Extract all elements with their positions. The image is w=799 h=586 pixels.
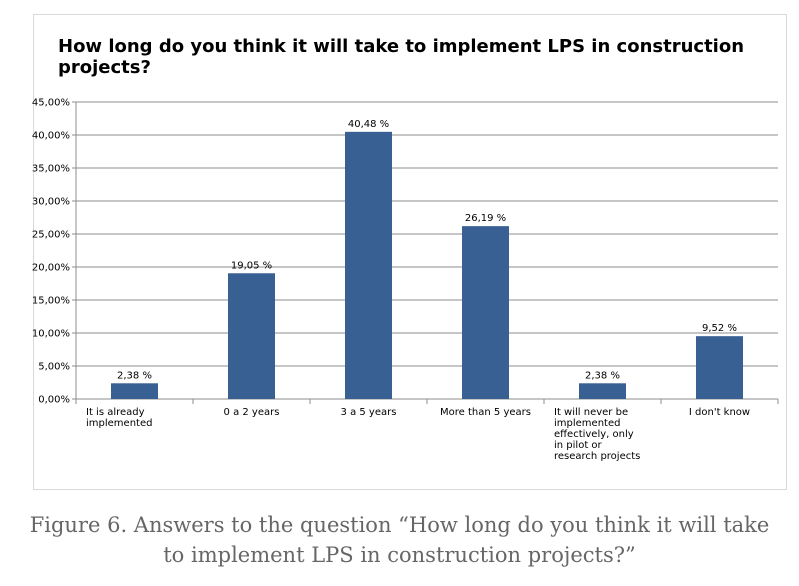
data-label: 9,52 % <box>702 323 737 334</box>
chart-title: How long do you think it will take to im… <box>58 36 745 78</box>
bar <box>111 383 158 399</box>
y-tick-label: 0,00% <box>38 395 70 406</box>
y-tick-label: 40,00% <box>32 131 70 142</box>
data-label: 40,48 % <box>348 119 389 130</box>
data-label: 19,05 % <box>231 260 272 271</box>
x-tick-label: It is already implemented <box>86 407 152 429</box>
y-tick-label: 20,00% <box>32 263 70 274</box>
data-label: 26,19 % <box>465 213 506 224</box>
figure-caption: Figure 6. Answers to the question “How l… <box>0 510 799 570</box>
x-tick-label: 3 a 5 years <box>341 407 397 418</box>
x-tick-label: More than 5 years <box>440 407 531 418</box>
y-tick-label: 10,00% <box>32 329 70 340</box>
y-tick-label: 30,00% <box>32 197 70 208</box>
y-tick-label: 25,00% <box>32 230 70 241</box>
x-tick-label: I don't know <box>689 407 750 418</box>
x-tick-label: It will never be implemented effectively, … <box>554 407 640 462</box>
y-tick-label: 15,00% <box>32 296 70 307</box>
bar <box>228 273 275 399</box>
bar-chart: 0,00% 5,00% 10,00% 15,00% 20,00% 25,00% 30,00%… <box>32 98 779 462</box>
data-label: 2,38 % <box>117 370 152 381</box>
y-tick-label: 5,00% <box>38 362 70 373</box>
bar <box>579 383 626 399</box>
chart-frame <box>33 14 787 490</box>
y-tick-label: 35,00% <box>32 164 70 175</box>
data-label: 2,38 % <box>585 370 620 381</box>
figure-caption-text: Figure 6. Answers to the question “How l… <box>29 513 770 567</box>
bar <box>462 226 509 399</box>
x-tick-label: 0 a 2 years <box>224 407 280 418</box>
y-tick-label: 45,00% <box>32 98 70 109</box>
bar <box>696 336 743 399</box>
bar <box>345 131 392 399</box>
